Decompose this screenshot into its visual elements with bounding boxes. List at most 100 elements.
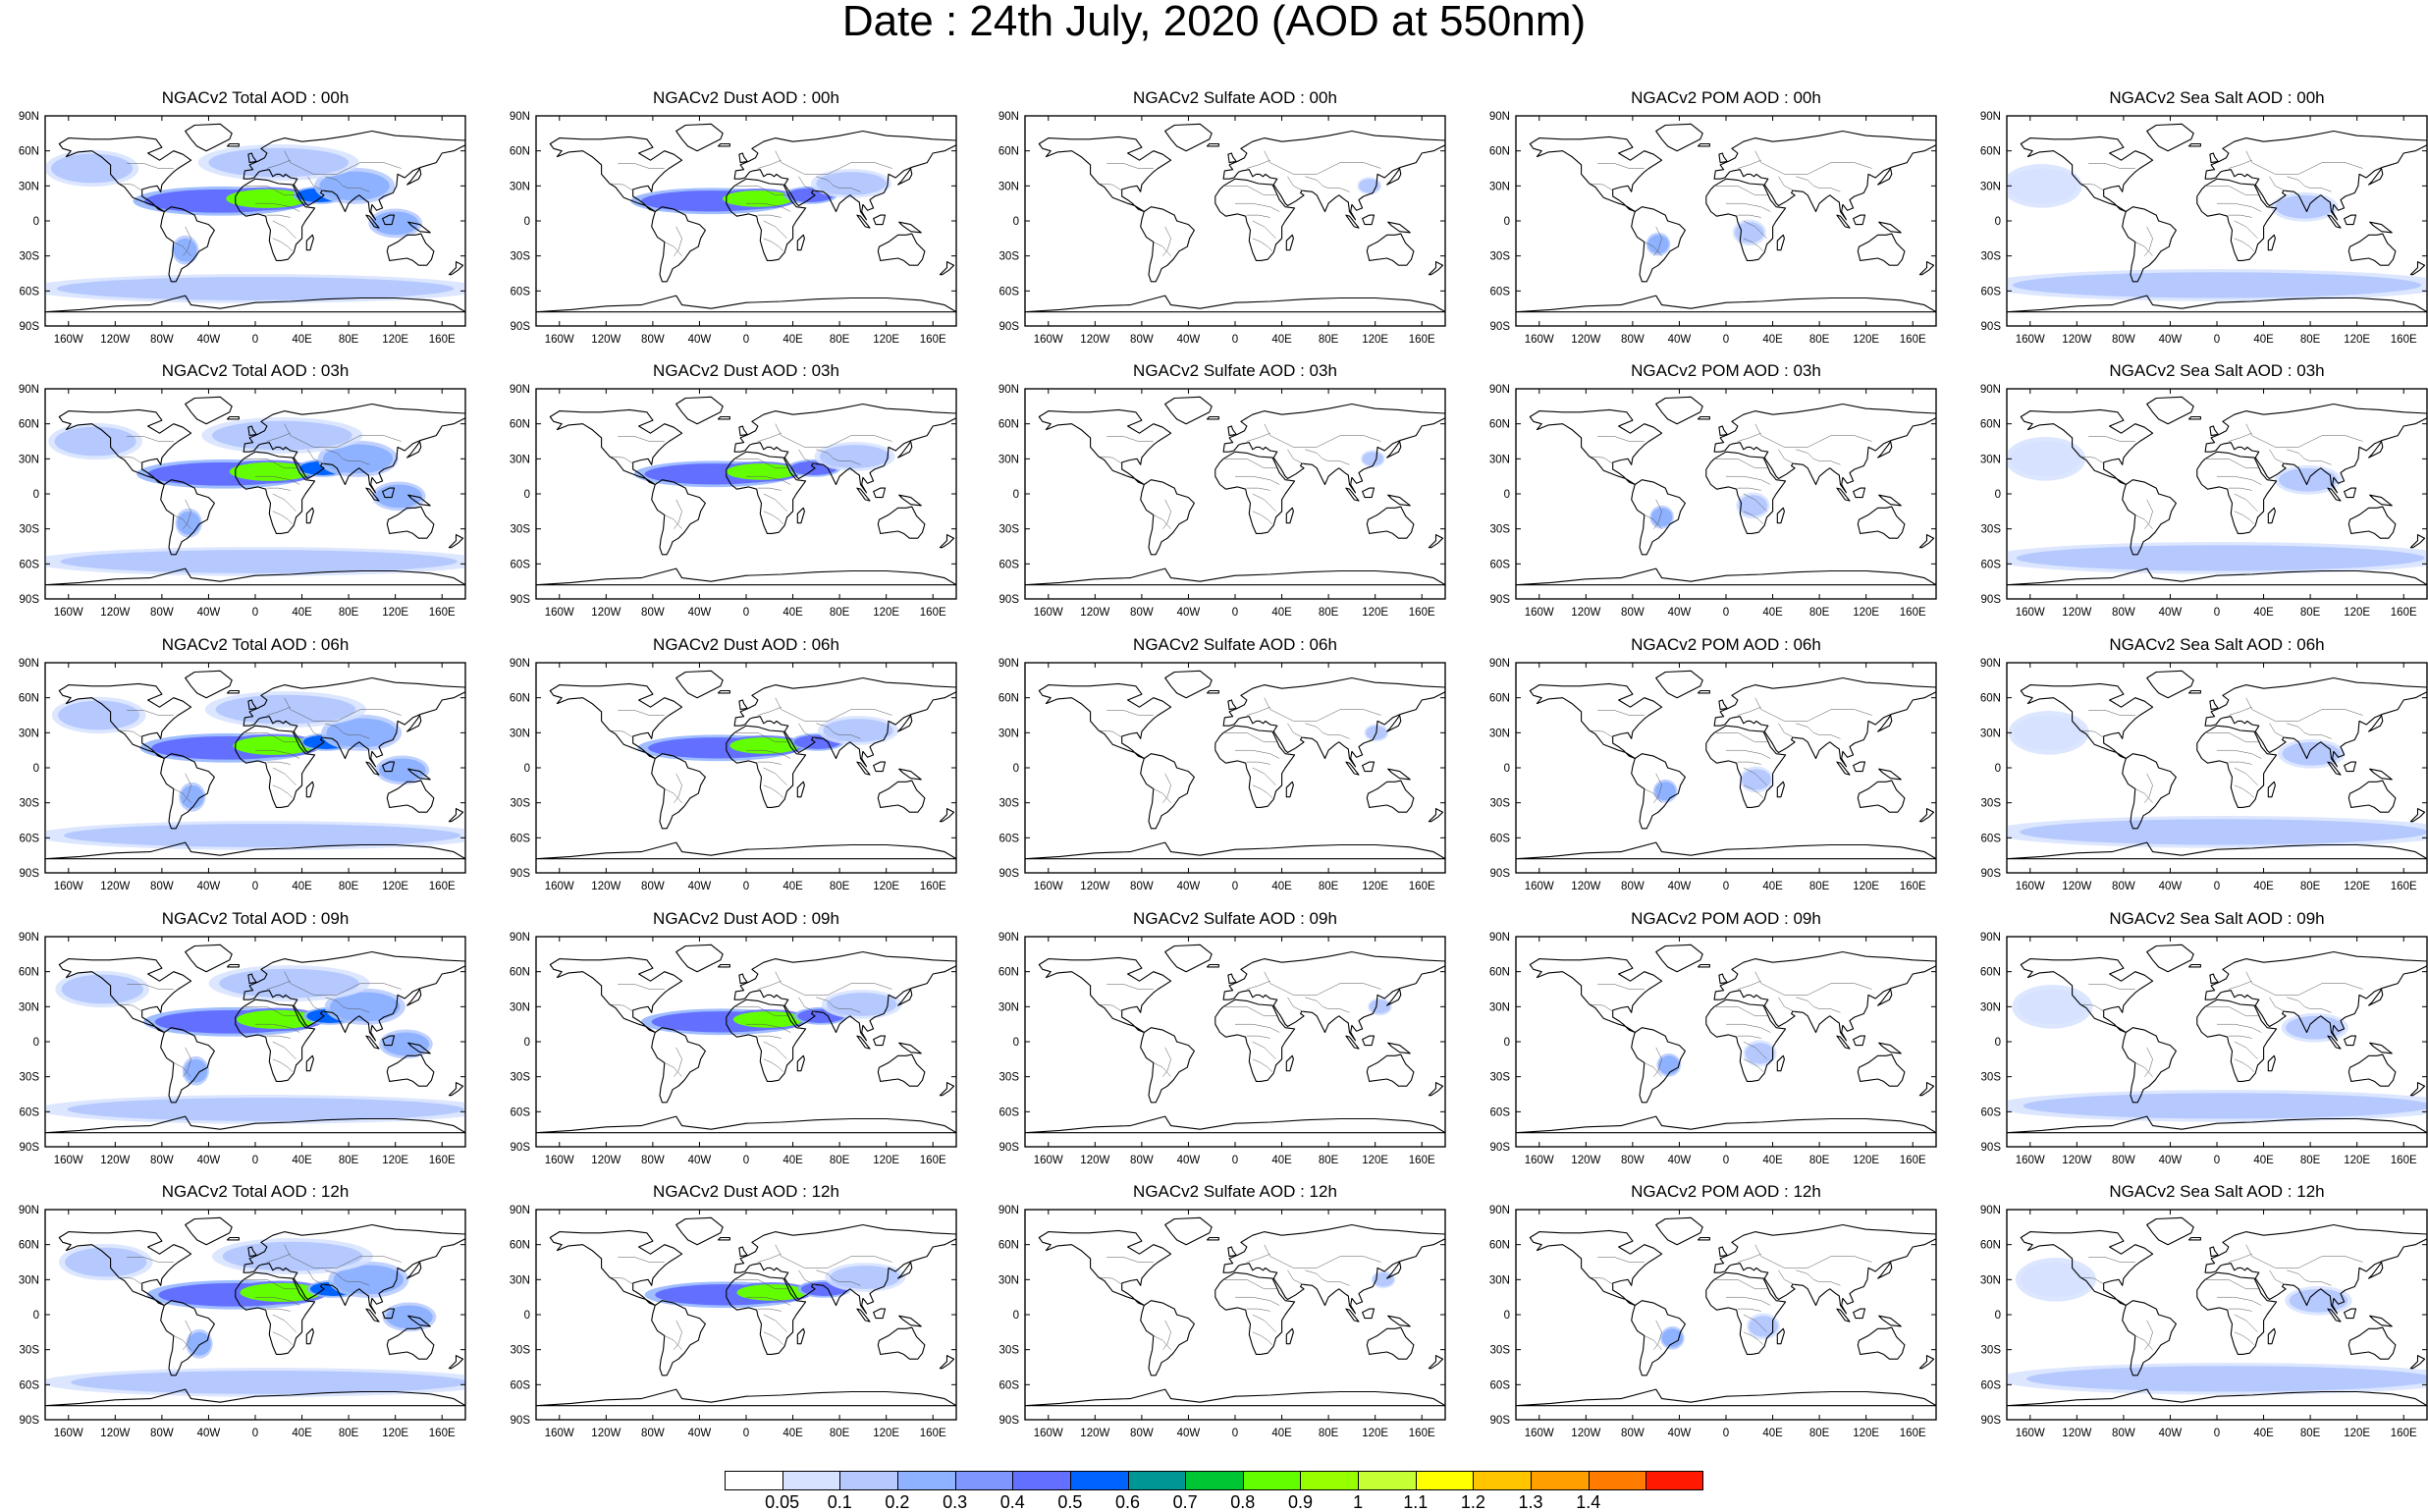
map-svg: 160W 120W 80W 40W 0 40E 80E 120E 160E 90N 60N 30N 0 3… — [1489, 1205, 1937, 1439]
y-tick-label: 0 — [33, 763, 39, 775]
coastline-sumatra — [856, 214, 871, 229]
coastline-british-isles — [1718, 425, 1728, 437]
coastline-north-america — [2020, 1229, 2154, 1307]
country-border-1 — [746, 1296, 791, 1306]
y-tick-label: 60N — [1980, 1240, 2001, 1252]
y-tick-label: 60N — [19, 1240, 39, 1252]
total-plume-7 — [375, 484, 423, 509]
x-tick-label: 40W — [1177, 881, 1201, 892]
y-tick-label: 60S — [1490, 1379, 1511, 1391]
x-tick-label: 120W — [100, 607, 130, 619]
seasalt-plume-0 — [2012, 272, 2422, 298]
y-tick-label: 60N — [510, 693, 530, 705]
country-border-12 — [307, 997, 326, 1013]
coastline-new-zealand — [448, 534, 464, 549]
x-tick-label: 120W — [1571, 607, 1600, 619]
coastline-africa — [1705, 178, 1787, 261]
coastline-new-zealand — [1918, 808, 1935, 823]
country-border-4 — [763, 511, 784, 525]
x-tick-label: 0 — [2214, 1428, 2220, 1439]
coastline-north-america — [2020, 408, 2154, 486]
map-4-2: 160W 120W 80W 40W 0 40E 80E 120E 160E 90N 60N 30N 0 3… — [998, 1205, 1446, 1439]
x-tick-label: 160W — [545, 607, 574, 619]
y-tick-label: 60S — [1490, 286, 1511, 297]
x-tick-label: 160E — [920, 1155, 946, 1166]
y-tick-label: 90N — [998, 111, 1019, 123]
coastline-madagascar — [1285, 1054, 1294, 1072]
country-border-10 — [1737, 980, 1761, 990]
country-border-5 — [1653, 1047, 1662, 1077]
y-tick-label: 60N — [1489, 967, 1510, 979]
x-tick-label: 160E — [429, 1428, 456, 1439]
coastline-greenland — [2146, 396, 2194, 425]
coastline-eurasia — [2204, 1223, 2427, 1315]
country-border-11 — [325, 997, 370, 1013]
coastline-africa — [235, 178, 316, 261]
map-background — [1515, 115, 1937, 327]
x-tick-label: 40W — [1177, 607, 1201, 619]
total-plume-3 — [333, 1265, 404, 1295]
coastline-eurasia — [733, 1223, 956, 1315]
coastline-japan — [1877, 714, 1893, 732]
country-border-7 — [618, 710, 665, 716]
y-tick-label: 30N — [19, 1001, 39, 1013]
seasalt-plume-1 — [2279, 467, 2338, 492]
x-tick-label: 120E — [1362, 1155, 1388, 1166]
colorbar-swatch — [1415, 1471, 1474, 1490]
x-tick-label: 80W — [1621, 881, 1645, 892]
y-tick-label: 90S — [20, 1142, 40, 1154]
country-border-12 — [1287, 997, 1306, 1013]
y-tick-label: 30S — [1981, 524, 2002, 536]
coastline-japan — [406, 440, 422, 459]
country-border-9 — [1264, 971, 1381, 996]
x-tick-label: 160W — [1034, 1428, 1063, 1439]
y-tick-label: 0 — [1504, 489, 1510, 501]
x-tick-label: 80E — [1809, 1428, 1830, 1439]
coastline-africa — [235, 725, 316, 808]
y-tick-label: 90S — [20, 868, 40, 880]
coastline-iceland — [717, 142, 730, 147]
coastline-british-isles — [247, 152, 257, 164]
country-border-2 — [1737, 214, 1761, 218]
coastline-madagascar — [1285, 234, 1294, 251]
coastline-japan — [1877, 167, 1893, 186]
coastline-north-america — [58, 135, 192, 213]
country-border-2 — [2228, 1308, 2252, 1312]
country-border-10 — [266, 980, 291, 990]
x-tick-label: 80E — [339, 881, 359, 892]
map-0-1: 160W 120W 80W 40W 0 40E 80E 120E 160E 90N 60N 30N 0 3… — [510, 111, 957, 346]
x-tick-label: 80E — [1319, 1155, 1339, 1166]
coastline-iceland — [226, 689, 240, 694]
x-tick-label: 120W — [1080, 607, 1109, 619]
x-tick-label: 80W — [2112, 881, 2135, 892]
country-border-1 — [1235, 1296, 1280, 1306]
coastline-eurasia — [243, 1223, 465, 1315]
map-panel: NGACv2 Total AOD : 00h 160W 120W 80W 40W 0 40E… — [8, 88, 494, 361]
coastline-madagascar — [1776, 1054, 1785, 1072]
x-tick-label: 40W — [1668, 334, 1692, 346]
y-tick-label: 0 — [1013, 763, 1019, 775]
y-tick-label: 30N — [1980, 181, 2001, 192]
country-border-4 — [272, 1058, 294, 1073]
country-border-5 — [1162, 1047, 1171, 1077]
x-tick-label: 0 — [743, 1428, 749, 1439]
y-tick-label: 30N — [19, 728, 39, 739]
country-border-3 — [272, 1314, 297, 1332]
coastline-japan — [2368, 1261, 2384, 1279]
country-border-5 — [1653, 499, 1662, 529]
country-border-5 — [183, 1047, 191, 1077]
y-tick-label: 60S — [20, 1107, 40, 1118]
coastline-iceland — [226, 415, 240, 420]
country-border-0 — [243, 732, 297, 743]
coastline-north-america — [1038, 408, 1172, 486]
y-tick-label: 60N — [1980, 693, 2001, 705]
coastline-iceland — [1206, 415, 1219, 420]
country-border-10 — [2228, 1253, 2252, 1263]
country-border-4 — [2234, 1331, 2255, 1346]
map-background — [1024, 115, 1446, 327]
x-tick-label: 120E — [1853, 881, 1879, 892]
y-tick-label: 90S — [1490, 868, 1511, 880]
coastline-sumatra — [856, 1035, 871, 1050]
coastline-north-america — [58, 1229, 192, 1307]
x-tick-label: 0 — [743, 1155, 749, 1166]
